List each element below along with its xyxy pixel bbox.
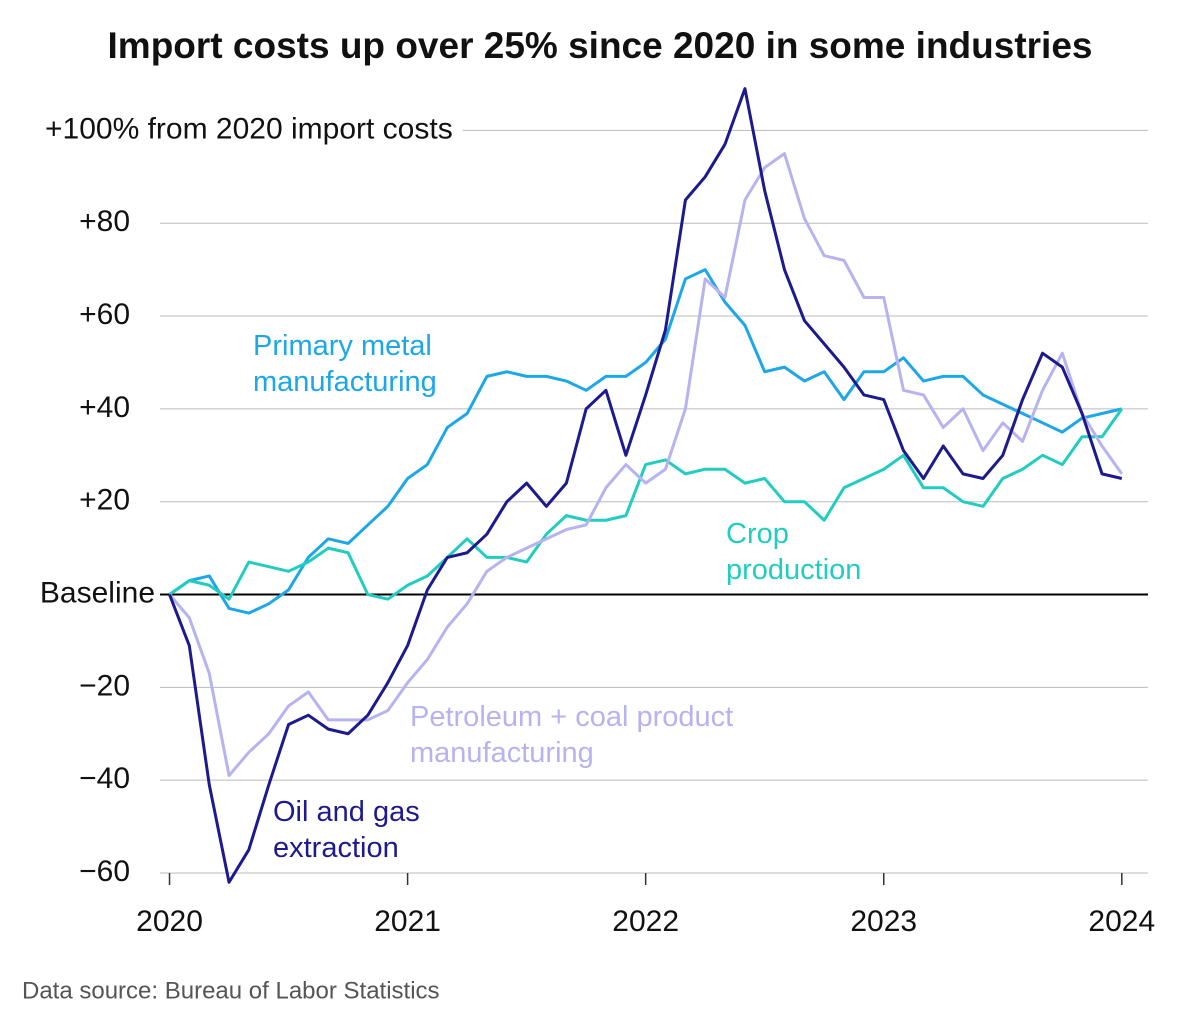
series-line	[168, 408, 1124, 601]
series-label: Petroleum + coal product manufacturing	[410, 701, 734, 769]
y-tick-label: +20	[79, 484, 130, 517]
x-tick-label: 2022	[612, 905, 679, 938]
y-tick-label: −20	[79, 669, 130, 702]
series-label: Oil and gas extraction	[273, 796, 420, 864]
x-tick-label: 2020	[136, 905, 203, 938]
label-background	[41, 112, 463, 146]
y-tick-labels: +100% from 2020 import costs +80 +60 +40 +20…	[40, 112, 463, 888]
x-tick-label: 2021	[374, 905, 441, 938]
chart-title: Import costs up over 25% since 2020 in s…	[108, 25, 1093, 66]
series-line	[168, 152, 1124, 778]
y-tick-label: −60	[79, 855, 130, 888]
y-tick-label: Baseline	[40, 576, 155, 609]
x-tick-label: 2023	[850, 905, 917, 938]
series-line	[168, 87, 1123, 884]
series-label: Primary metal manufacturing	[253, 330, 437, 398]
x-tick-label: 2024	[1088, 905, 1155, 938]
y-tick-label: +100% from 2020 import costs	[45, 112, 453, 145]
y-tick-label: −40	[79, 762, 130, 795]
series-line	[168, 268, 1123, 615]
source: Data source: Bureau of Labor Statistics	[22, 977, 440, 1004]
y-tick-label: +80	[79, 205, 130, 238]
y-tick-label: +40	[79, 391, 130, 424]
y-tick-label: +60	[79, 298, 130, 331]
series-label: Crop production	[726, 518, 862, 586]
